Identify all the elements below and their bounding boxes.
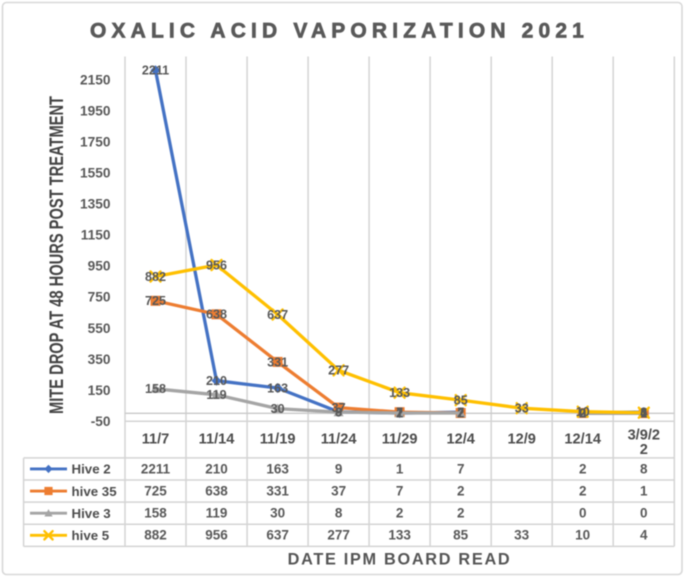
svg-text:85: 85 bbox=[454, 394, 468, 408]
svg-text:133: 133 bbox=[388, 528, 411, 543]
svg-text:725: 725 bbox=[144, 483, 167, 498]
svg-text:2: 2 bbox=[457, 406, 464, 420]
svg-text:0: 0 bbox=[579, 506, 587, 521]
svg-text:331: 331 bbox=[267, 355, 288, 369]
svg-text:DATE IPM BOARD READ: DATE IPM BOARD READ bbox=[288, 550, 512, 568]
svg-text:30: 30 bbox=[271, 402, 285, 416]
svg-text:11/7: 11/7 bbox=[142, 432, 170, 448]
svg-text:Hive 2: Hive 2 bbox=[72, 462, 111, 477]
svg-text:277: 277 bbox=[328, 364, 349, 378]
svg-text:277: 277 bbox=[327, 528, 350, 543]
svg-text:33: 33 bbox=[514, 528, 530, 543]
svg-text:1550: 1550 bbox=[80, 166, 111, 181]
svg-text:7: 7 bbox=[457, 406, 464, 420]
svg-text:7: 7 bbox=[396, 483, 404, 498]
svg-text:750: 750 bbox=[88, 290, 111, 305]
svg-text:3/9/2: 3/9/2 bbox=[628, 428, 660, 444]
svg-text:11/24: 11/24 bbox=[321, 432, 358, 448]
svg-text:158: 158 bbox=[145, 382, 166, 396]
svg-text:0: 0 bbox=[640, 407, 647, 421]
svg-text:882: 882 bbox=[144, 528, 167, 543]
svg-text:2: 2 bbox=[579, 483, 587, 498]
svg-text:2: 2 bbox=[579, 461, 587, 476]
svg-text:2: 2 bbox=[457, 483, 465, 498]
svg-text:638: 638 bbox=[205, 483, 228, 498]
svg-text:8: 8 bbox=[640, 461, 648, 476]
svg-text:30: 30 bbox=[270, 506, 285, 521]
svg-text:9: 9 bbox=[335, 461, 343, 476]
svg-text:37: 37 bbox=[331, 483, 346, 498]
svg-text:2: 2 bbox=[579, 406, 586, 420]
svg-text:11/19: 11/19 bbox=[260, 432, 296, 448]
svg-text:1: 1 bbox=[396, 407, 403, 421]
svg-text:1150: 1150 bbox=[81, 228, 111, 243]
svg-text:119: 119 bbox=[206, 506, 228, 521]
svg-text:2: 2 bbox=[457, 406, 464, 420]
svg-text:8: 8 bbox=[640, 406, 647, 420]
svg-text:637: 637 bbox=[267, 308, 288, 322]
svg-text:638: 638 bbox=[206, 308, 227, 322]
svg-text:163: 163 bbox=[266, 461, 289, 476]
svg-text:2: 2 bbox=[457, 506, 465, 521]
svg-text:OXALIC ACID VAPORIZATION 2021: OXALIC ACID VAPORIZATION 2021 bbox=[90, 20, 589, 43]
svg-text:2150: 2150 bbox=[80, 73, 111, 88]
svg-text:1: 1 bbox=[640, 483, 648, 498]
svg-text:2211: 2211 bbox=[141, 461, 171, 476]
svg-text:210: 210 bbox=[205, 461, 228, 476]
svg-text:12/4: 12/4 bbox=[446, 432, 475, 448]
svg-text:-50: -50 bbox=[91, 414, 111, 429]
svg-text:11/14: 11/14 bbox=[199, 432, 236, 448]
svg-text:7: 7 bbox=[396, 406, 403, 420]
svg-text:2: 2 bbox=[396, 506, 404, 521]
svg-text:2211: 2211 bbox=[142, 64, 169, 78]
svg-text:2: 2 bbox=[640, 442, 648, 458]
svg-text:4: 4 bbox=[640, 406, 647, 420]
svg-text:331: 331 bbox=[266, 483, 289, 498]
svg-text:12/14: 12/14 bbox=[564, 432, 601, 448]
svg-text:hive 5: hive 5 bbox=[72, 528, 110, 543]
svg-text:4: 4 bbox=[640, 528, 648, 543]
svg-text:1750: 1750 bbox=[80, 135, 111, 150]
svg-text:10: 10 bbox=[576, 405, 590, 419]
svg-text:10: 10 bbox=[575, 528, 590, 543]
svg-text:956: 956 bbox=[205, 528, 228, 543]
svg-text:11/29: 11/29 bbox=[382, 432, 418, 448]
svg-text:MITE DROP AT 48 HOURS POST TRE: MITE DROP AT 48 HOURS POST TREATMENT bbox=[46, 96, 68, 414]
svg-text:950: 950 bbox=[88, 259, 111, 274]
svg-text:725: 725 bbox=[145, 294, 166, 308]
svg-text:37: 37 bbox=[332, 401, 346, 415]
svg-text:210: 210 bbox=[206, 374, 227, 388]
svg-text:8: 8 bbox=[335, 406, 342, 420]
svg-text:33: 33 bbox=[515, 402, 529, 416]
svg-text:550: 550 bbox=[88, 321, 111, 336]
svg-text:1350: 1350 bbox=[80, 197, 111, 212]
svg-text:Hive 3: Hive 3 bbox=[72, 506, 111, 521]
svg-text:2: 2 bbox=[396, 406, 403, 420]
svg-text:0: 0 bbox=[640, 506, 648, 521]
svg-text:163: 163 bbox=[267, 381, 288, 395]
svg-text:1950: 1950 bbox=[80, 104, 111, 119]
svg-text:637: 637 bbox=[266, 528, 289, 543]
svg-text:1: 1 bbox=[640, 407, 647, 421]
svg-text:8: 8 bbox=[335, 506, 343, 521]
svg-text:133: 133 bbox=[389, 386, 410, 400]
svg-text:0: 0 bbox=[579, 407, 586, 421]
svg-text:7: 7 bbox=[457, 461, 465, 476]
svg-text:150: 150 bbox=[88, 383, 111, 398]
svg-text:350: 350 bbox=[88, 352, 111, 367]
svg-text:hive 35: hive 35 bbox=[72, 484, 118, 499]
svg-text:12/9: 12/9 bbox=[507, 432, 535, 448]
svg-text:2: 2 bbox=[579, 406, 586, 420]
svg-text:956: 956 bbox=[206, 258, 227, 272]
svg-text:882: 882 bbox=[145, 270, 166, 284]
svg-text:1: 1 bbox=[396, 461, 404, 476]
svg-text:158: 158 bbox=[144, 506, 167, 521]
svg-text:9: 9 bbox=[335, 405, 342, 419]
svg-text:85: 85 bbox=[453, 528, 469, 543]
svg-text:119: 119 bbox=[206, 388, 226, 402]
